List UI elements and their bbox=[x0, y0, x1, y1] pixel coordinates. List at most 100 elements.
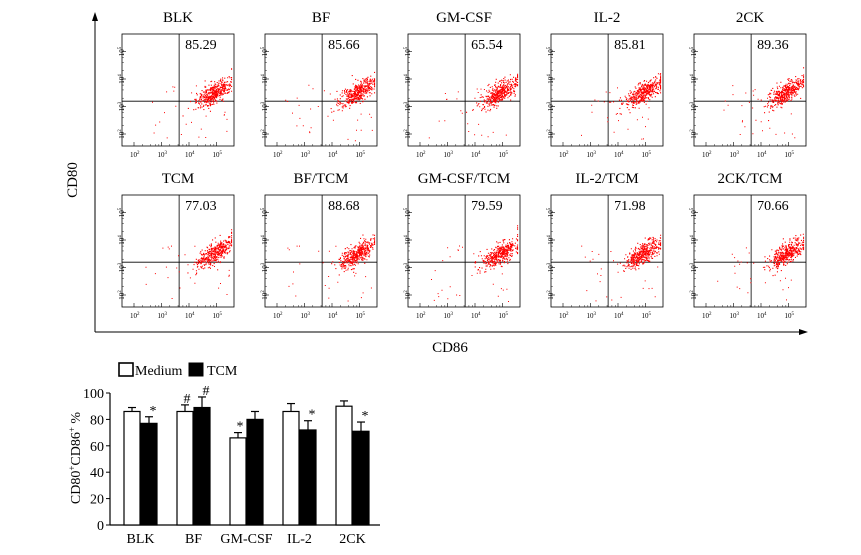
flow-x-tick-label: 103 bbox=[444, 312, 454, 320]
flow-y-tick-label: 104 bbox=[404, 74, 412, 84]
bar-y-tick-label: 20 bbox=[90, 493, 104, 508]
flow-x-tick-exponent: 4 bbox=[192, 312, 195, 317]
flow-y-tick-exponent: 2 bbox=[690, 290, 695, 293]
flow-x-axis-arrow bbox=[799, 329, 808, 335]
flow-panel: BF/TCM 88.68 102 102 103 103 104 104 105 105 bbox=[261, 171, 378, 320]
flow-y-tick-exponent: 3 bbox=[118, 101, 123, 104]
flow-panel-title: TCM bbox=[162, 171, 195, 187]
flow-x-tick-exponent: 2 bbox=[709, 151, 712, 156]
flow-x-tick-label: 102 bbox=[702, 151, 712, 159]
flow-y-tick-label: 102 bbox=[404, 129, 412, 139]
flow-x-tick-exponent: 4 bbox=[764, 151, 767, 156]
flow-x-tick-label: 102 bbox=[416, 151, 426, 159]
flow-y-tick-exponent: 3 bbox=[547, 262, 552, 265]
flow-y-tick-label: 104 bbox=[690, 235, 698, 245]
flow-panel: GM-CSF 65.54 102 102 103 103 104 104 105 105 bbox=[404, 10, 521, 159]
flow-x-tick-exponent: 5 bbox=[363, 312, 366, 317]
flow-y-tick-exponent: 2 bbox=[261, 129, 266, 132]
bar-category-label: BLK bbox=[127, 532, 155, 547]
flow-x-tick-exponent: 5 bbox=[506, 312, 509, 317]
flow-x-tick-label: 105 bbox=[642, 312, 652, 320]
flow-x-tick-label: 105 bbox=[356, 151, 366, 159]
flow-x-tick-exponent: 3 bbox=[165, 312, 168, 317]
flow-panels: BLK 85.29 102 102 103 103 104 104 105 105 BF 85.66 1… bbox=[118, 10, 807, 320]
flow-y-tick-label: 104 bbox=[118, 235, 126, 245]
flow-y-tick-label: 102 bbox=[261, 129, 269, 139]
flow-y-tick-label: 105 bbox=[404, 207, 412, 217]
flow-x-tick-label: 104 bbox=[328, 312, 338, 320]
flow-panel: BLK 85.29 102 102 103 103 104 104 105 105 bbox=[118, 10, 235, 159]
bar-significance-mark: * bbox=[362, 409, 369, 424]
flow-y-tick-label: 102 bbox=[118, 129, 126, 139]
bar-medium bbox=[335, 405, 353, 526]
bar-y-label-part: CD86 bbox=[69, 432, 84, 465]
flow-panel-title: 2CK bbox=[736, 10, 765, 26]
flow-y-tick-exponent: 2 bbox=[690, 129, 695, 132]
flow-x-tick-exponent: 3 bbox=[737, 151, 740, 156]
bar-tcm bbox=[246, 418, 264, 526]
flow-x-tick-exponent: 4 bbox=[335, 151, 338, 156]
flow-x-tick-label: 102 bbox=[273, 312, 283, 320]
flow-y-tick-label: 105 bbox=[690, 207, 698, 217]
flow-x-tick-label: 104 bbox=[614, 312, 624, 320]
flow-panel: TCM 77.03 102 102 103 103 104 104 105 105 bbox=[118, 171, 235, 320]
flow-panel-percentage: 77.03 bbox=[185, 199, 217, 214]
flow-x-tick-label: 105 bbox=[642, 151, 652, 159]
flow-x-tick-label: 103 bbox=[587, 151, 597, 159]
flow-y-tick-label: 105 bbox=[118, 207, 126, 217]
flow-x-tick-label: 104 bbox=[185, 151, 195, 159]
flow-y-tick-exponent: 5 bbox=[261, 46, 266, 49]
bar-category-label: GM-CSF bbox=[220, 532, 272, 547]
flow-x-tick-exponent: 5 bbox=[649, 312, 652, 317]
flow-y-tick-exponent: 4 bbox=[547, 74, 552, 77]
legend-label-medium: Medium bbox=[135, 364, 183, 379]
bar-significance-mark: * bbox=[150, 404, 157, 419]
flow-y-tick-label: 102 bbox=[404, 290, 412, 300]
flow-y-tick-exponent: 5 bbox=[404, 46, 409, 49]
bar-legend: Medium TCM bbox=[118, 362, 238, 379]
flow-x-tick-exponent: 4 bbox=[764, 312, 767, 317]
flow-x-tick-exponent: 3 bbox=[737, 312, 740, 317]
flow-y-tick-exponent: 5 bbox=[261, 207, 266, 210]
bar-medium bbox=[176, 410, 194, 526]
flow-x-tick-label: 104 bbox=[471, 312, 481, 320]
flow-y-tick-label: 104 bbox=[547, 74, 555, 84]
flow-y-tick-exponent: 3 bbox=[690, 262, 695, 265]
flow-dot-cloud bbox=[717, 233, 805, 301]
flow-panel: 2CK/TCM 70.66 102 102 103 103 104 104 105 105 bbox=[690, 171, 807, 320]
flow-y-tick-label: 105 bbox=[118, 46, 126, 56]
flow-x-tick-exponent: 2 bbox=[566, 151, 569, 156]
bar-category-label: BF bbox=[185, 532, 202, 547]
flow-panel-title: 2CK/TCM bbox=[717, 171, 782, 187]
bar-y-label-sup: + bbox=[67, 427, 77, 432]
flow-y-tick-label: 103 bbox=[690, 262, 698, 272]
flow-panel-percentage: 88.68 bbox=[328, 199, 360, 214]
flow-y-tick-exponent: 4 bbox=[547, 235, 552, 238]
flow-x-tick-label: 102 bbox=[273, 151, 283, 159]
bar-tcm bbox=[299, 429, 317, 526]
flow-x-tick-exponent: 2 bbox=[280, 151, 283, 156]
flow-y-tick-exponent: 5 bbox=[547, 207, 552, 210]
bar-significance-mark: # bbox=[203, 384, 210, 399]
bar-y-tick-label: 60 bbox=[90, 440, 104, 455]
flow-x-tick-label: 103 bbox=[158, 312, 168, 320]
flow-x-tick-exponent: 4 bbox=[478, 151, 481, 156]
flow-x-tick-exponent: 2 bbox=[423, 312, 426, 317]
flow-y-tick-label: 102 bbox=[690, 129, 698, 139]
flow-x-tick-exponent: 3 bbox=[594, 312, 597, 317]
flow-y-tick-exponent: 2 bbox=[118, 129, 123, 132]
legend-label-tcm: TCM bbox=[207, 364, 238, 379]
flow-y-tick-exponent: 3 bbox=[547, 101, 552, 104]
flow-y-tick-exponent: 4 bbox=[118, 74, 123, 77]
bar-y-label-sup: + bbox=[67, 466, 77, 471]
flow-y-tick-label: 105 bbox=[690, 46, 698, 56]
flow-panel: IL-2 85.81 102 102 103 103 104 104 105 105 bbox=[547, 10, 664, 159]
flow-x-tick-exponent: 2 bbox=[280, 312, 283, 317]
flow-outer-axes bbox=[92, 12, 808, 335]
flow-x-tick-exponent: 4 bbox=[478, 312, 481, 317]
flow-y-tick-label: 103 bbox=[404, 262, 412, 272]
flow-x-tick-label: 104 bbox=[757, 312, 767, 320]
flow-y-tick-label: 105 bbox=[404, 46, 412, 56]
flow-dot-cloud bbox=[581, 234, 662, 302]
flow-y-tick-label: 104 bbox=[404, 235, 412, 245]
